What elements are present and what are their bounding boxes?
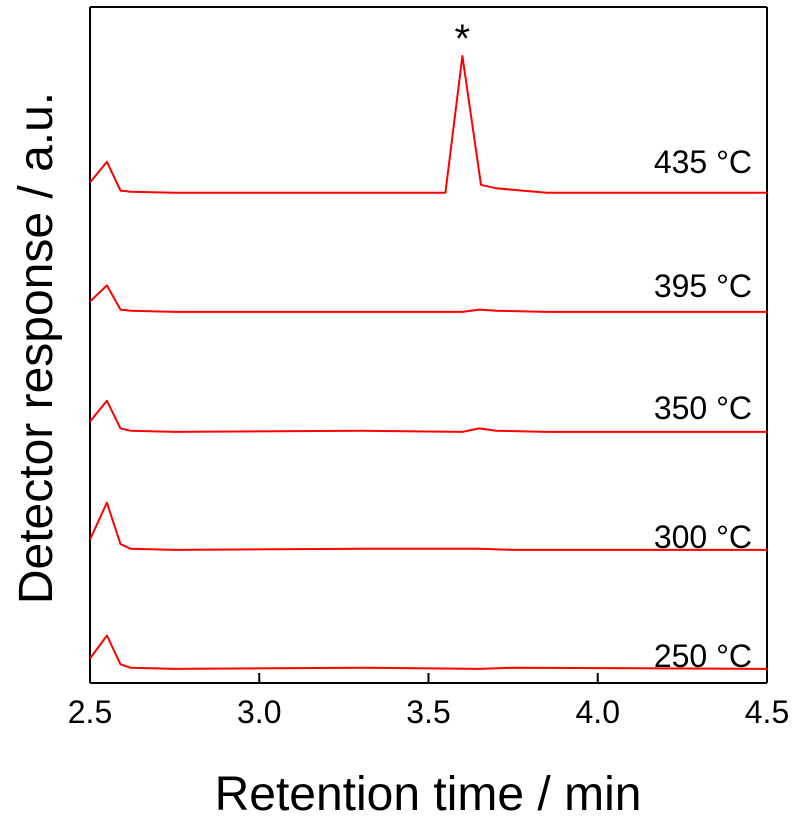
trace-label: 435 °C: [654, 144, 752, 180]
chromatogram-traces: [89, 55, 768, 670]
x-axis-title: Retention time / min: [215, 768, 642, 821]
trace-line: [89, 284, 767, 313]
peak-annotations: *: [455, 17, 471, 61]
trace-label: 395 °C: [654, 268, 752, 304]
x-tick-label: 4.0: [576, 694, 620, 730]
x-tick-label: 4.5: [745, 694, 789, 730]
x-axis-ticks: 2.5 3.0 3.5 4.0 4.5: [68, 673, 789, 730]
peak-asterisk: *: [455, 17, 471, 61]
y-axis-title: Detector response / a.u.: [10, 92, 63, 604]
trace-label: 350 °C: [654, 390, 752, 426]
trace-line: [89, 501, 767, 551]
trace-line: [89, 634, 768, 670]
trace-line: [89, 399, 767, 433]
trace-label: 250 °C: [654, 638, 752, 674]
plot-frame: [89, 6, 768, 684]
trace-line: [89, 55, 767, 194]
x-tick-label: 2.5: [68, 694, 112, 730]
x-tick-label: 3.5: [406, 694, 450, 730]
series-labels: 250 °C 300 °C 350 °C 395 °C 435 °C: [654, 144, 752, 674]
trace-label: 300 °C: [654, 519, 752, 555]
x-tick-label: 3.0: [237, 694, 281, 730]
